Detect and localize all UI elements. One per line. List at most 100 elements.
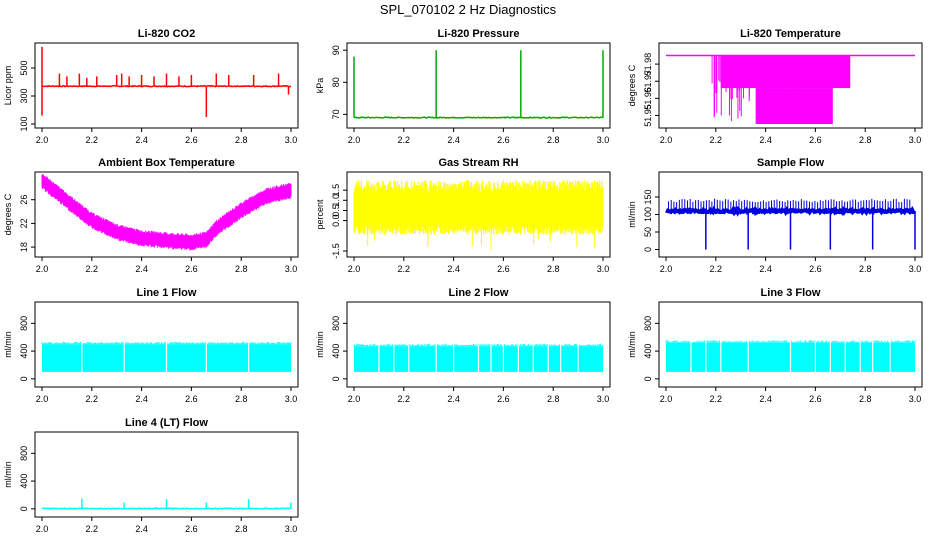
plot-frame xyxy=(34,301,299,388)
chart-title: Gas Stream RH xyxy=(438,157,518,169)
x-tick-label: 3.0 xyxy=(909,135,922,145)
x-tick-label: 2.2 xyxy=(86,524,99,534)
chart-line1: Line 1 Flow ml/min 2.0 2.2 2.4 2.6 2.8 3.0 0 400 8… xyxy=(3,287,299,404)
x-tick-label: 2.8 xyxy=(235,135,248,145)
y-tick-label: 150 xyxy=(643,189,653,204)
plot-frame xyxy=(346,42,611,129)
y-tick-label: 1.5 xyxy=(331,184,341,197)
y-tick-label: 26 xyxy=(19,195,29,205)
x-tick-label: 2.2 xyxy=(398,135,411,145)
chart-pressure: Li-820 Pressure kPa 2.0 2.2 2.4 2.6 2.8 3.0 70 80… xyxy=(315,28,611,145)
x-tick-label: 2.8 xyxy=(547,264,560,274)
y-tick-label: 100 xyxy=(643,207,653,222)
chart-li820temp: Li-820 Temperature degrees C 2.0 2.2 2.4 2.6 2… xyxy=(627,28,923,145)
y-axis-label: ml/min xyxy=(3,461,13,488)
page-title: SPL_070102 2 Hz Diagnostics xyxy=(379,2,557,17)
y-tick-label: 80 xyxy=(331,77,341,87)
y-axis-label: Licor ppm xyxy=(3,66,13,106)
x-tick-label: 2.0 xyxy=(36,264,49,274)
x-tick-label: 2.4 xyxy=(135,394,148,404)
x-tick-label: 2.0 xyxy=(348,264,361,274)
y-tick-label: -1.5 xyxy=(331,243,341,259)
plot-frame xyxy=(34,171,299,258)
x-tick-label: 2.8 xyxy=(547,394,560,404)
x-tick-label: 2.6 xyxy=(809,264,822,274)
x-tick-label: 2.8 xyxy=(235,264,248,274)
x-tick-label: 2.8 xyxy=(859,135,872,145)
chart-title: Line 1 Flow xyxy=(137,287,197,299)
x-tick-label: 3.0 xyxy=(285,264,298,274)
chart-line2: Line 2 Flow ml/min 2.0 2.2 2.4 2.6 2.8 3.0 0 400 8… xyxy=(315,287,611,404)
chart-rh: Gas Stream RH percent 2.0 2.2 2.4 2.6 2.8 3.0 -1… xyxy=(315,157,611,274)
y-axis-label: degrees C xyxy=(627,64,637,106)
y-tick-label: 500 xyxy=(19,60,29,75)
x-tick-label: 3.0 xyxy=(285,524,298,534)
y-tick-label: 18 xyxy=(19,242,29,252)
chart-line3: Line 3 Flow ml/min 2.0 2.2 2.4 2.6 2.8 3.0 0 400 8… xyxy=(627,287,923,404)
x-tick-label: 2.2 xyxy=(710,135,723,145)
chart-title: Ambient Box Temperature xyxy=(98,157,235,169)
y-tick-label: 51.96 xyxy=(643,87,653,110)
series-line xyxy=(41,507,291,510)
x-tick-label: 2.8 xyxy=(859,394,872,404)
chart-ambient: Ambient Box Temperature degrees C 2.0 2.2 2.… xyxy=(3,157,299,274)
y-tick-label: 51.95 xyxy=(643,104,653,127)
x-tick-label: 2.2 xyxy=(86,394,99,404)
y-tick-label: 800 xyxy=(19,446,29,461)
y-tick-label: 100 xyxy=(19,116,29,131)
chart-title: Sample Flow xyxy=(757,157,825,169)
y-tick-label: 400 xyxy=(19,474,29,489)
y-tick-label: 300 xyxy=(19,88,29,103)
series-line xyxy=(41,84,291,88)
x-tick-label: 2.8 xyxy=(547,135,560,145)
y-axis-label: degrees C xyxy=(3,193,13,235)
chart-title: Li-820 Temperature xyxy=(740,28,841,40)
x-tick-label: 3.0 xyxy=(597,264,610,274)
x-tick-label: 2.8 xyxy=(235,394,248,404)
x-tick-label: 2.6 xyxy=(809,394,822,404)
x-tick-label: 2.0 xyxy=(348,394,361,404)
x-tick-label: 2.4 xyxy=(447,135,460,145)
y-tick-label: 400 xyxy=(19,344,29,359)
y-tick-label: 0 xyxy=(643,247,653,252)
y-axis-label: ml/min xyxy=(627,201,637,228)
x-tick-label: 3.0 xyxy=(285,135,298,145)
y-tick-label: 51.97 xyxy=(643,70,653,93)
x-tick-label: 2.2 xyxy=(710,394,723,404)
chart-title: Line 4 (LT) Flow xyxy=(125,417,208,429)
series-fill xyxy=(720,55,851,89)
y-tick-label: 1.0 xyxy=(331,194,341,207)
x-tick-label: 2.4 xyxy=(759,135,772,145)
x-tick-label: 2.4 xyxy=(447,264,460,274)
x-tick-label: 3.0 xyxy=(597,135,610,145)
x-tick-label: 2.4 xyxy=(759,394,772,404)
x-tick-label: 2.0 xyxy=(660,394,673,404)
x-tick-label: 2.2 xyxy=(86,135,99,145)
y-tick-label: 800 xyxy=(19,316,29,331)
plot-frame xyxy=(346,171,611,258)
chart-co2: Li-820 CO2 Licor ppm 2.0 2.2 2.4 2.6 2.8 3.0 100… xyxy=(3,28,299,145)
x-tick-label: 2.0 xyxy=(348,135,361,145)
x-tick-label: 2.4 xyxy=(447,394,460,404)
plot-frame xyxy=(34,42,299,129)
chart-title: Line 2 Flow xyxy=(449,287,509,299)
chart-title: Li-820 Pressure xyxy=(438,28,520,40)
y-tick-label: 50 xyxy=(643,227,653,237)
x-tick-label: 2.2 xyxy=(398,264,411,274)
chart-title: Line 3 Flow xyxy=(761,287,821,299)
x-tick-label: 2.0 xyxy=(36,394,49,404)
x-tick-label: 2.2 xyxy=(86,264,99,274)
plot-frame xyxy=(658,42,923,129)
x-tick-label: 2.6 xyxy=(185,264,198,274)
y-tick-label: 0.0 xyxy=(331,214,341,227)
x-tick-label: 3.0 xyxy=(597,394,610,404)
x-tick-label: 2.0 xyxy=(36,524,49,534)
x-tick-label: 2.6 xyxy=(809,135,822,145)
x-tick-label: 2.4 xyxy=(759,264,772,274)
y-tick-label: 51.98 xyxy=(643,53,653,76)
y-axis-label: percent xyxy=(315,199,325,230)
y-axis-label: ml/min xyxy=(315,331,325,358)
chart-title: Li-820 CO2 xyxy=(138,28,195,40)
plot-frame xyxy=(34,431,299,518)
y-axis-label: ml/min xyxy=(3,331,13,358)
